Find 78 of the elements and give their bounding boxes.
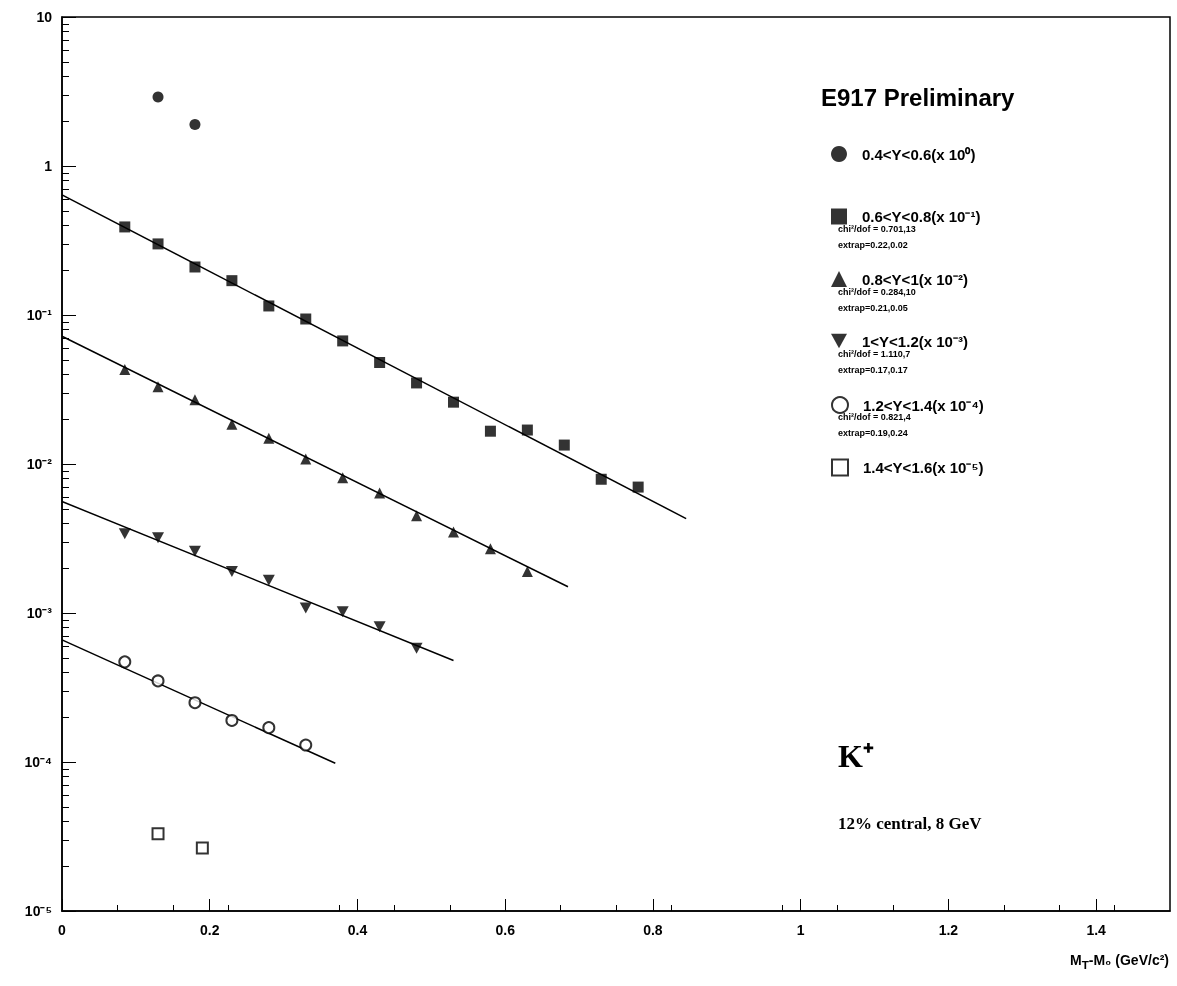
- annotation: K⁺: [838, 738, 874, 774]
- point: [189, 118, 201, 130]
- point: [118, 528, 131, 540]
- x-tick-label: 0.6: [495, 922, 516, 938]
- point: [226, 418, 238, 430]
- annotation: chi²/dof = 0.701,13: [838, 224, 916, 234]
- point: [262, 721, 276, 735]
- x-tick-label: 0.4: [347, 922, 368, 938]
- point: [374, 357, 386, 368]
- point: [152, 238, 164, 250]
- point: [188, 696, 202, 710]
- x-axis-title: M$_{T}$-M₀ (GeV/c²): [1070, 952, 1169, 971]
- point: [300, 313, 312, 325]
- point: [226, 275, 238, 287]
- legend-label: 1.2<Y<1.4(x 10⁻⁴): [863, 396, 984, 414]
- point: [263, 432, 275, 444]
- point: [373, 621, 386, 633]
- y-tick-label: 10⁻²: [26, 456, 53, 472]
- annotation: 12% central, 8 GeV: [838, 814, 983, 833]
- y-tick-label: 10⁻⁴: [24, 754, 53, 770]
- point: [411, 510, 423, 522]
- y-tick-label: 1: [44, 158, 53, 174]
- point: [337, 335, 349, 347]
- annotation: extrap=0.22,0.02: [838, 240, 908, 250]
- x-tick-label: 1: [796, 922, 805, 938]
- point: [447, 396, 459, 408]
- point: [119, 221, 131, 233]
- point: [152, 381, 164, 393]
- point: [411, 377, 423, 389]
- point: [447, 526, 459, 538]
- y-tick-label: 10⁻⁵: [24, 903, 52, 919]
- x-tick-label: 0: [58, 922, 67, 938]
- point: [521, 424, 533, 436]
- y-tick-label: 10⁻³: [26, 605, 53, 621]
- annotation: extrap=0.21,0.05: [838, 302, 908, 313]
- point: [336, 606, 349, 618]
- point: [410, 642, 423, 654]
- x-tick-label: 1.2: [938, 922, 959, 938]
- y-tick-label: 10: [36, 9, 53, 25]
- point: [151, 674, 165, 688]
- point: [595, 473, 607, 485]
- point: [119, 364, 131, 376]
- point: [152, 91, 164, 103]
- text: E917 Preliminary: [821, 83, 1016, 111]
- point: [632, 481, 644, 493]
- annotation: extrap=0.19,0.24: [838, 427, 908, 438]
- legend-label: 1<Y<1.2(x 10⁻³): [862, 332, 968, 350]
- legend-label: 1.4<Y<1.6(x 10⁻⁵): [863, 459, 984, 476]
- point: [484, 543, 496, 555]
- x-tick-label: 0.2: [200, 922, 220, 938]
- annotation: chi²/dof = 0.821,4: [838, 411, 911, 422]
- point: [299, 602, 312, 614]
- x-tick-label: 1.4: [1086, 922, 1107, 938]
- point: [152, 532, 165, 544]
- point: [263, 300, 275, 312]
- y-tick-label: 10⁻¹: [26, 307, 53, 323]
- annotation: chi²/dof = 1.110,7: [838, 349, 911, 359]
- legend-label: 0.8<Y<1(x 10⁻²): [862, 270, 968, 288]
- point: [195, 841, 209, 855]
- legend-label: 0.6<Y<0.8(x 10⁻¹): [862, 208, 981, 225]
- point: [189, 261, 201, 273]
- point: [225, 565, 238, 577]
- point: [300, 453, 312, 465]
- x-tick-label: 0.8: [643, 922, 663, 938]
- annotation: extrap=0.17,0.17: [838, 365, 908, 375]
- legend-label: 0.4<Y<0.6(x 10⁰): [862, 145, 976, 163]
- point: [262, 574, 275, 586]
- point: [188, 545, 201, 557]
- point: [225, 713, 239, 727]
- point: [189, 394, 201, 406]
- point: [337, 472, 349, 484]
- annotation: chi²/dof = 0.284,10: [838, 286, 916, 297]
- point: [118, 655, 132, 669]
- point: [558, 439, 570, 451]
- point: [484, 425, 496, 437]
- point: [374, 487, 386, 499]
- point: [151, 827, 165, 841]
- point: [299, 738, 313, 752]
